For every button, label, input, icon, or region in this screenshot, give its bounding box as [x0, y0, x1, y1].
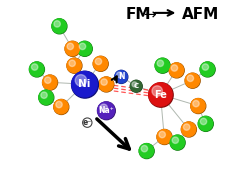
Circle shape — [54, 99, 69, 115]
Text: Fe: Fe — [154, 90, 167, 99]
Text: N: N — [118, 72, 124, 81]
Circle shape — [45, 77, 51, 83]
Text: FM: FM — [126, 7, 151, 22]
Circle shape — [159, 131, 165, 138]
Circle shape — [95, 58, 102, 65]
Circle shape — [152, 86, 163, 96]
Circle shape — [139, 144, 154, 159]
Circle shape — [155, 58, 170, 73]
Circle shape — [193, 100, 199, 107]
Text: →: → — [143, 7, 156, 22]
Text: AFM: AFM — [182, 7, 219, 22]
Circle shape — [54, 21, 60, 27]
Circle shape — [93, 56, 108, 71]
Circle shape — [100, 104, 108, 112]
Text: Ni: Ni — [78, 79, 91, 89]
Circle shape — [31, 64, 38, 70]
Circle shape — [191, 98, 206, 114]
Circle shape — [155, 58, 170, 73]
Circle shape — [200, 62, 214, 76]
Circle shape — [170, 135, 185, 150]
Circle shape — [157, 129, 172, 144]
Circle shape — [41, 92, 47, 98]
Circle shape — [117, 72, 122, 78]
Circle shape — [115, 70, 127, 83]
Circle shape — [54, 100, 68, 114]
Circle shape — [131, 81, 142, 92]
Circle shape — [157, 130, 171, 144]
Circle shape — [185, 73, 200, 88]
Circle shape — [139, 144, 153, 158]
Circle shape — [200, 118, 207, 125]
Circle shape — [56, 101, 62, 108]
Circle shape — [52, 19, 66, 33]
Circle shape — [79, 43, 86, 50]
Circle shape — [169, 63, 183, 77]
Circle shape — [52, 19, 67, 34]
Circle shape — [72, 71, 97, 97]
Circle shape — [170, 135, 184, 149]
Circle shape — [183, 124, 190, 130]
Circle shape — [172, 137, 179, 143]
Circle shape — [198, 116, 213, 131]
Circle shape — [185, 73, 200, 88]
Circle shape — [200, 62, 215, 77]
Circle shape — [77, 41, 92, 56]
Circle shape — [202, 64, 209, 70]
Circle shape — [65, 41, 79, 56]
Circle shape — [67, 58, 81, 73]
Circle shape — [101, 79, 107, 85]
Circle shape — [130, 80, 142, 92]
Circle shape — [141, 146, 148, 152]
Circle shape — [30, 62, 44, 76]
Circle shape — [171, 65, 178, 71]
Circle shape — [43, 75, 57, 89]
Circle shape — [67, 58, 82, 73]
Circle shape — [149, 83, 172, 106]
Circle shape — [42, 75, 58, 90]
Circle shape — [30, 62, 44, 77]
Circle shape — [99, 77, 114, 92]
Circle shape — [187, 75, 193, 81]
Circle shape — [169, 63, 184, 78]
Text: C: C — [133, 83, 139, 89]
Circle shape — [98, 102, 114, 119]
Circle shape — [157, 60, 163, 67]
Circle shape — [98, 102, 115, 120]
Circle shape — [198, 116, 213, 131]
Circle shape — [67, 43, 73, 50]
Text: Na⁺: Na⁺ — [98, 106, 114, 115]
Circle shape — [132, 82, 137, 87]
Circle shape — [77, 41, 92, 56]
Circle shape — [65, 41, 80, 56]
Circle shape — [71, 71, 98, 98]
Circle shape — [191, 99, 205, 113]
Text: e⁻: e⁻ — [83, 118, 92, 127]
Circle shape — [99, 77, 113, 91]
Circle shape — [39, 90, 54, 105]
Circle shape — [115, 70, 128, 83]
Circle shape — [39, 90, 53, 105]
Circle shape — [75, 75, 87, 86]
Circle shape — [182, 122, 196, 136]
Circle shape — [181, 122, 196, 137]
Circle shape — [69, 60, 75, 67]
Circle shape — [93, 56, 108, 71]
Circle shape — [149, 83, 173, 107]
